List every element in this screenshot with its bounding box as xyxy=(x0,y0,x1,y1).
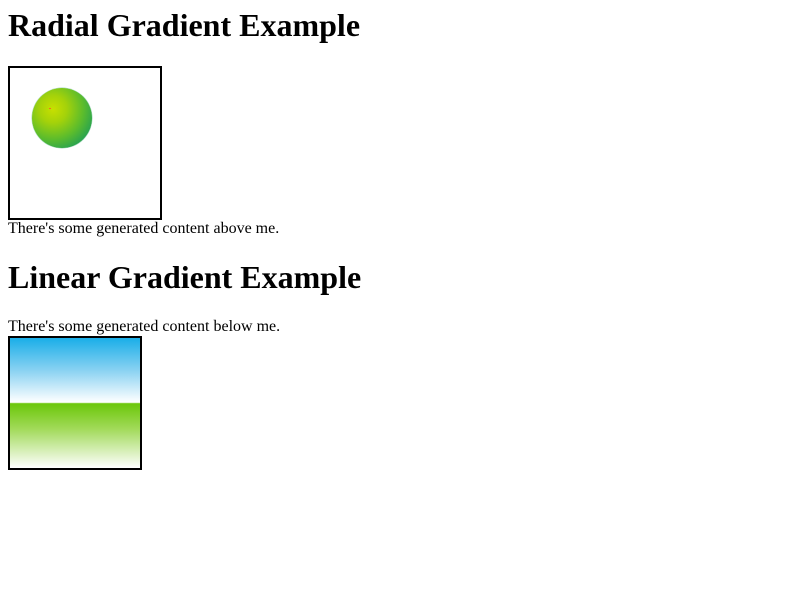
radial-gradient-circle xyxy=(32,88,92,148)
radial-gradient-heading: Radial Gradient Example xyxy=(8,7,361,43)
linear-gradient-box xyxy=(8,336,142,470)
generated-content-below-caption: There's some generated content below me. xyxy=(8,318,281,335)
linear-gradient-heading: Linear Gradient Example xyxy=(8,259,362,295)
generated-content-above-caption: There's some generated content above me. xyxy=(8,220,280,237)
radial-center-dot xyxy=(49,108,51,109)
radial-gradient-box xyxy=(8,66,162,220)
